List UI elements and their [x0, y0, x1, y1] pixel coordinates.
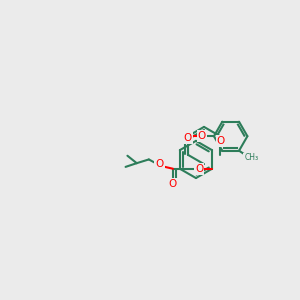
Text: O: O	[217, 136, 225, 146]
Text: O: O	[169, 179, 177, 189]
Text: O: O	[155, 159, 164, 169]
Text: O: O	[195, 164, 203, 174]
Text: CH₃: CH₃	[244, 153, 258, 162]
Text: O: O	[198, 131, 206, 141]
Text: O: O	[184, 134, 192, 143]
